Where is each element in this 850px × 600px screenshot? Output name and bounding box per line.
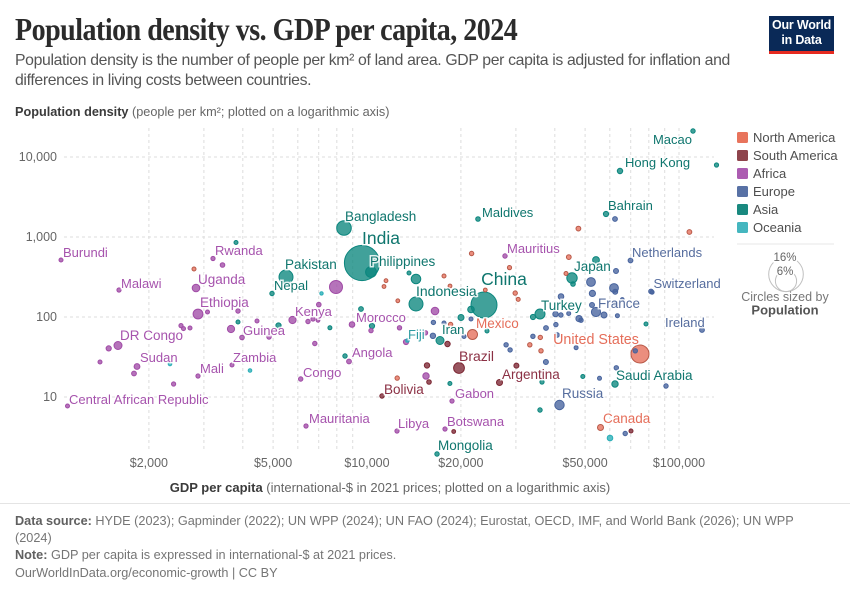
svg-text:Central African Republic: Central African Republic [69, 392, 209, 407]
svg-text:Oceania: Oceania [753, 220, 802, 235]
svg-text:Population density (people per: Population density (people per km²; plot… [15, 105, 389, 119]
svg-text:10: 10 [43, 390, 57, 404]
svg-text:Burundi: Burundi [63, 245, 108, 260]
svg-text:Canada: Canada [603, 411, 651, 426]
svg-text:Maldives: Maldives [482, 205, 534, 220]
svg-text:Libya: Libya [398, 416, 430, 431]
svg-text:Indonesia: Indonesia [416, 283, 477, 299]
svg-text:Gabon: Gabon [455, 386, 494, 401]
svg-text:DR Congo: DR Congo [120, 328, 183, 343]
svg-text:Ireland: Ireland [665, 315, 705, 330]
svg-text:Ethiopia: Ethiopia [200, 295, 249, 310]
svg-text:Argentina: Argentina [502, 367, 560, 382]
svg-text:$10,000: $10,000 [344, 456, 389, 470]
svg-text:Japan: Japan [574, 259, 611, 274]
svg-text:6%: 6% [777, 266, 794, 278]
svg-text:Africa: Africa [753, 166, 787, 181]
svg-text:Morocco: Morocco [356, 310, 406, 325]
svg-text:Malawi: Malawi [121, 276, 162, 291]
svg-text:Bahrain: Bahrain [608, 198, 653, 213]
svg-text:Uganda: Uganda [198, 272, 246, 287]
svg-text:100: 100 [36, 310, 57, 324]
svg-text:North America: North America [753, 130, 836, 145]
svg-text:Russia: Russia [562, 386, 604, 401]
svg-text:Asia: Asia [753, 202, 779, 217]
svg-text:Pakistan: Pakistan [285, 257, 337, 272]
svg-text:Mongolia: Mongolia [438, 438, 493, 453]
svg-text:Bangladesh: Bangladesh [345, 209, 416, 224]
svg-text:Botswana: Botswana [447, 414, 505, 429]
svg-text:16%: 16% [773, 252, 796, 264]
svg-text:Rwanda: Rwanda [215, 243, 263, 258]
svg-text:1,000: 1,000 [26, 230, 57, 244]
svg-text:France: France [598, 296, 640, 311]
svg-text:Population: Population [751, 303, 818, 318]
svg-text:South America: South America [753, 148, 838, 163]
svg-text:Philippines: Philippines [370, 254, 436, 269]
svg-text:Kenya: Kenya [295, 304, 333, 319]
svg-text:Mali: Mali [200, 361, 224, 376]
svg-text:$50,000: $50,000 [563, 456, 608, 470]
svg-text:Mexico: Mexico [476, 316, 519, 331]
svg-text:$100,000: $100,000 [653, 456, 705, 470]
svg-text:Nepal: Nepal [274, 278, 308, 293]
svg-text:Sudan: Sudan [140, 350, 178, 365]
svg-text:China: China [481, 269, 527, 289]
svg-text:GDP per capita (international-: GDP per capita (international-$ in 2021 … [170, 480, 611, 495]
svg-text:Guinea: Guinea [243, 323, 286, 338]
svg-text:Angola: Angola [352, 345, 393, 360]
svg-text:India: India [362, 228, 400, 248]
svg-text:Europe: Europe [753, 184, 795, 199]
svg-text:Hong Kong: Hong Kong [625, 155, 690, 170]
svg-text:Saudi Arabia: Saudi Arabia [616, 368, 693, 383]
svg-text:Switzerland: Switzerland [654, 276, 721, 291]
svg-text:$20,000: $20,000 [438, 456, 483, 470]
svg-text:Bolivia: Bolivia [384, 382, 424, 397]
svg-text:Circles sized by: Circles sized by [741, 290, 829, 304]
svg-text:$5,000: $5,000 [254, 456, 292, 470]
svg-text:Brazil: Brazil [459, 348, 494, 364]
svg-text:Iran: Iran [442, 322, 464, 337]
svg-text:Fiji: Fiji [408, 327, 425, 342]
svg-text:Netherlands: Netherlands [632, 245, 703, 260]
svg-text:Mauritius: Mauritius [507, 241, 560, 256]
svg-text:Zambia: Zambia [233, 350, 277, 365]
svg-text:United States: United States [553, 332, 639, 348]
svg-text:$2,000: $2,000 [130, 456, 168, 470]
svg-text:10,000: 10,000 [19, 150, 57, 164]
svg-text:Mauritania: Mauritania [309, 411, 370, 426]
svg-text:Turkey: Turkey [541, 298, 582, 313]
svg-text:Congo: Congo [303, 365, 341, 380]
svg-text:Macao: Macao [653, 132, 692, 147]
